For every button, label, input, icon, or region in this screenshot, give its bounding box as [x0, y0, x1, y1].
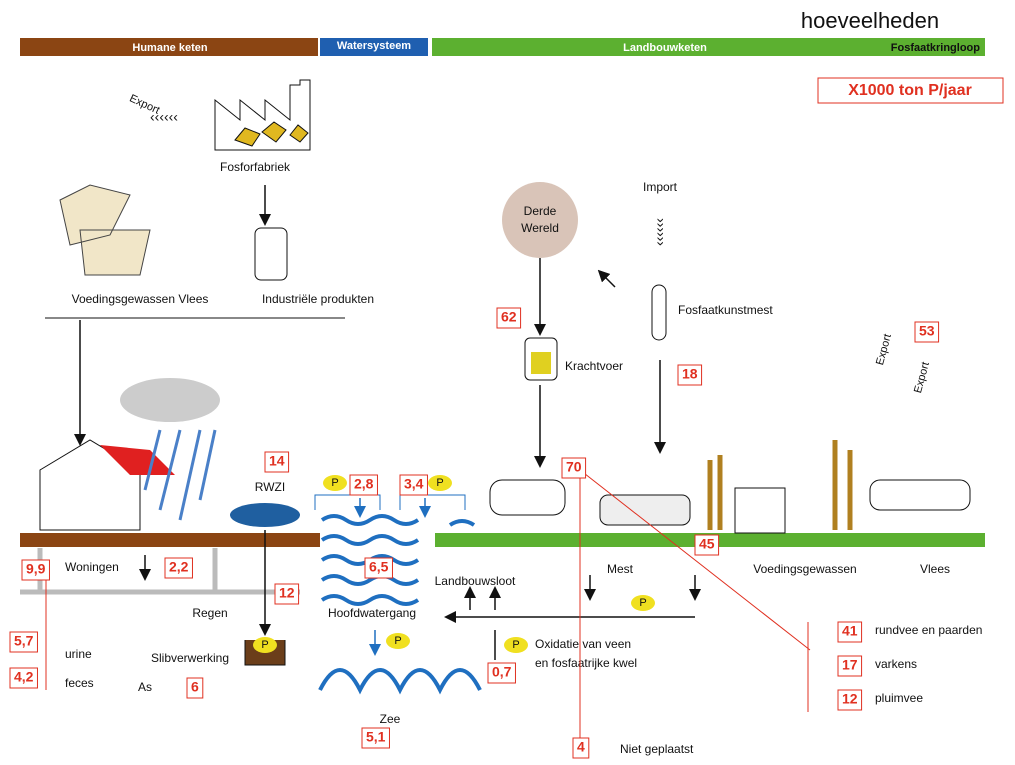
pipes	[20, 548, 300, 592]
label: Industriële produkten	[262, 292, 374, 306]
chevrons: ››››››	[653, 218, 669, 246]
label: Slibverwerking	[151, 651, 229, 665]
derde-wereld	[502, 182, 578, 258]
label: Vlees	[920, 562, 950, 576]
label: Derde	[524, 204, 557, 218]
label: Zee	[380, 712, 401, 726]
cart	[60, 185, 150, 275]
rwzi	[230, 503, 300, 527]
quantity: 4	[577, 739, 585, 755]
quantity: 6,5	[369, 559, 389, 575]
quantity: 12	[842, 691, 858, 707]
p-label: P	[261, 639, 268, 651]
p-label: P	[639, 597, 646, 609]
label: rundvee en paarden	[875, 623, 982, 637]
water	[322, 516, 474, 604]
band-label: Landbouwketen	[623, 42, 707, 54]
quantity: 0,7	[492, 664, 512, 680]
p-label: P	[331, 477, 338, 489]
label: Voedingsgewassen Vlees	[72, 292, 209, 306]
label: pluimvee	[875, 691, 923, 705]
label: varkens	[875, 657, 917, 671]
cow	[490, 480, 565, 515]
cow	[870, 480, 970, 510]
band-label: Humane keten	[132, 42, 207, 54]
sea	[320, 670, 480, 690]
label: Mest	[607, 562, 634, 576]
quantity: 6	[191, 679, 199, 695]
label: Fosfaatkunstmest	[678, 303, 773, 317]
cloud	[120, 378, 220, 422]
quantity: 18	[682, 366, 698, 382]
quantity: 2,8	[354, 476, 374, 492]
bottle	[255, 228, 287, 280]
chevrons: ‹‹‹‹‹‹	[150, 109, 178, 125]
quantity: 5,1	[366, 729, 386, 745]
label: Import	[643, 180, 678, 194]
band-label: Watersysteem	[337, 40, 411, 52]
jar-fill	[531, 352, 551, 374]
quantity: 14	[269, 453, 285, 469]
p-label: P	[394, 635, 401, 647]
quantity: 45	[699, 536, 715, 552]
label: Fosforfabriek	[220, 160, 291, 174]
tube	[652, 285, 666, 340]
label: RWZI	[255, 480, 285, 494]
quantity: 2,2	[169, 559, 189, 575]
label: Oxidatie van veen	[535, 637, 631, 651]
quantity: 12	[279, 585, 295, 601]
ground	[20, 533, 320, 547]
band-label: Fosfaatkringloop	[891, 42, 981, 54]
label: Hoofdwatergang	[328, 606, 416, 620]
label: feces	[65, 676, 94, 690]
label: Regen	[192, 606, 227, 620]
bracket	[315, 495, 465, 510]
label: Krachtvoer	[565, 359, 623, 373]
p-label: P	[512, 639, 519, 651]
label: Niet geplaatst	[620, 742, 694, 756]
label: Export	[912, 361, 932, 395]
quantity: 3,4	[404, 476, 424, 492]
diagram: hoeveelheden Humane keten Watersysteem L…	[0, 0, 1015, 765]
quantity: 5,7	[14, 633, 34, 649]
unit: X1000 ton P/jaar	[848, 82, 972, 99]
quantity: 4,2	[14, 669, 34, 685]
label: en fosfaatrijke kwel	[535, 656, 637, 670]
label: urine	[65, 647, 92, 661]
p-label: P	[436, 477, 443, 489]
quantity: 41	[842, 623, 858, 639]
title: hoeveelheden	[801, 8, 939, 33]
quantity: 70	[566, 459, 582, 475]
label: Landbouwsloot	[435, 574, 516, 588]
quantity: 9,9	[26, 561, 46, 577]
quantity: 62	[501, 309, 517, 325]
label: Export	[874, 333, 894, 367]
label: As	[138, 680, 152, 694]
label: Woningen	[65, 560, 119, 574]
barn	[735, 488, 785, 533]
label: Wereld	[521, 221, 559, 235]
arrow	[602, 274, 615, 287]
quantity: 53	[919, 323, 935, 339]
quantity: 17	[842, 657, 858, 673]
label: Voedingsgewassen	[753, 562, 856, 576]
